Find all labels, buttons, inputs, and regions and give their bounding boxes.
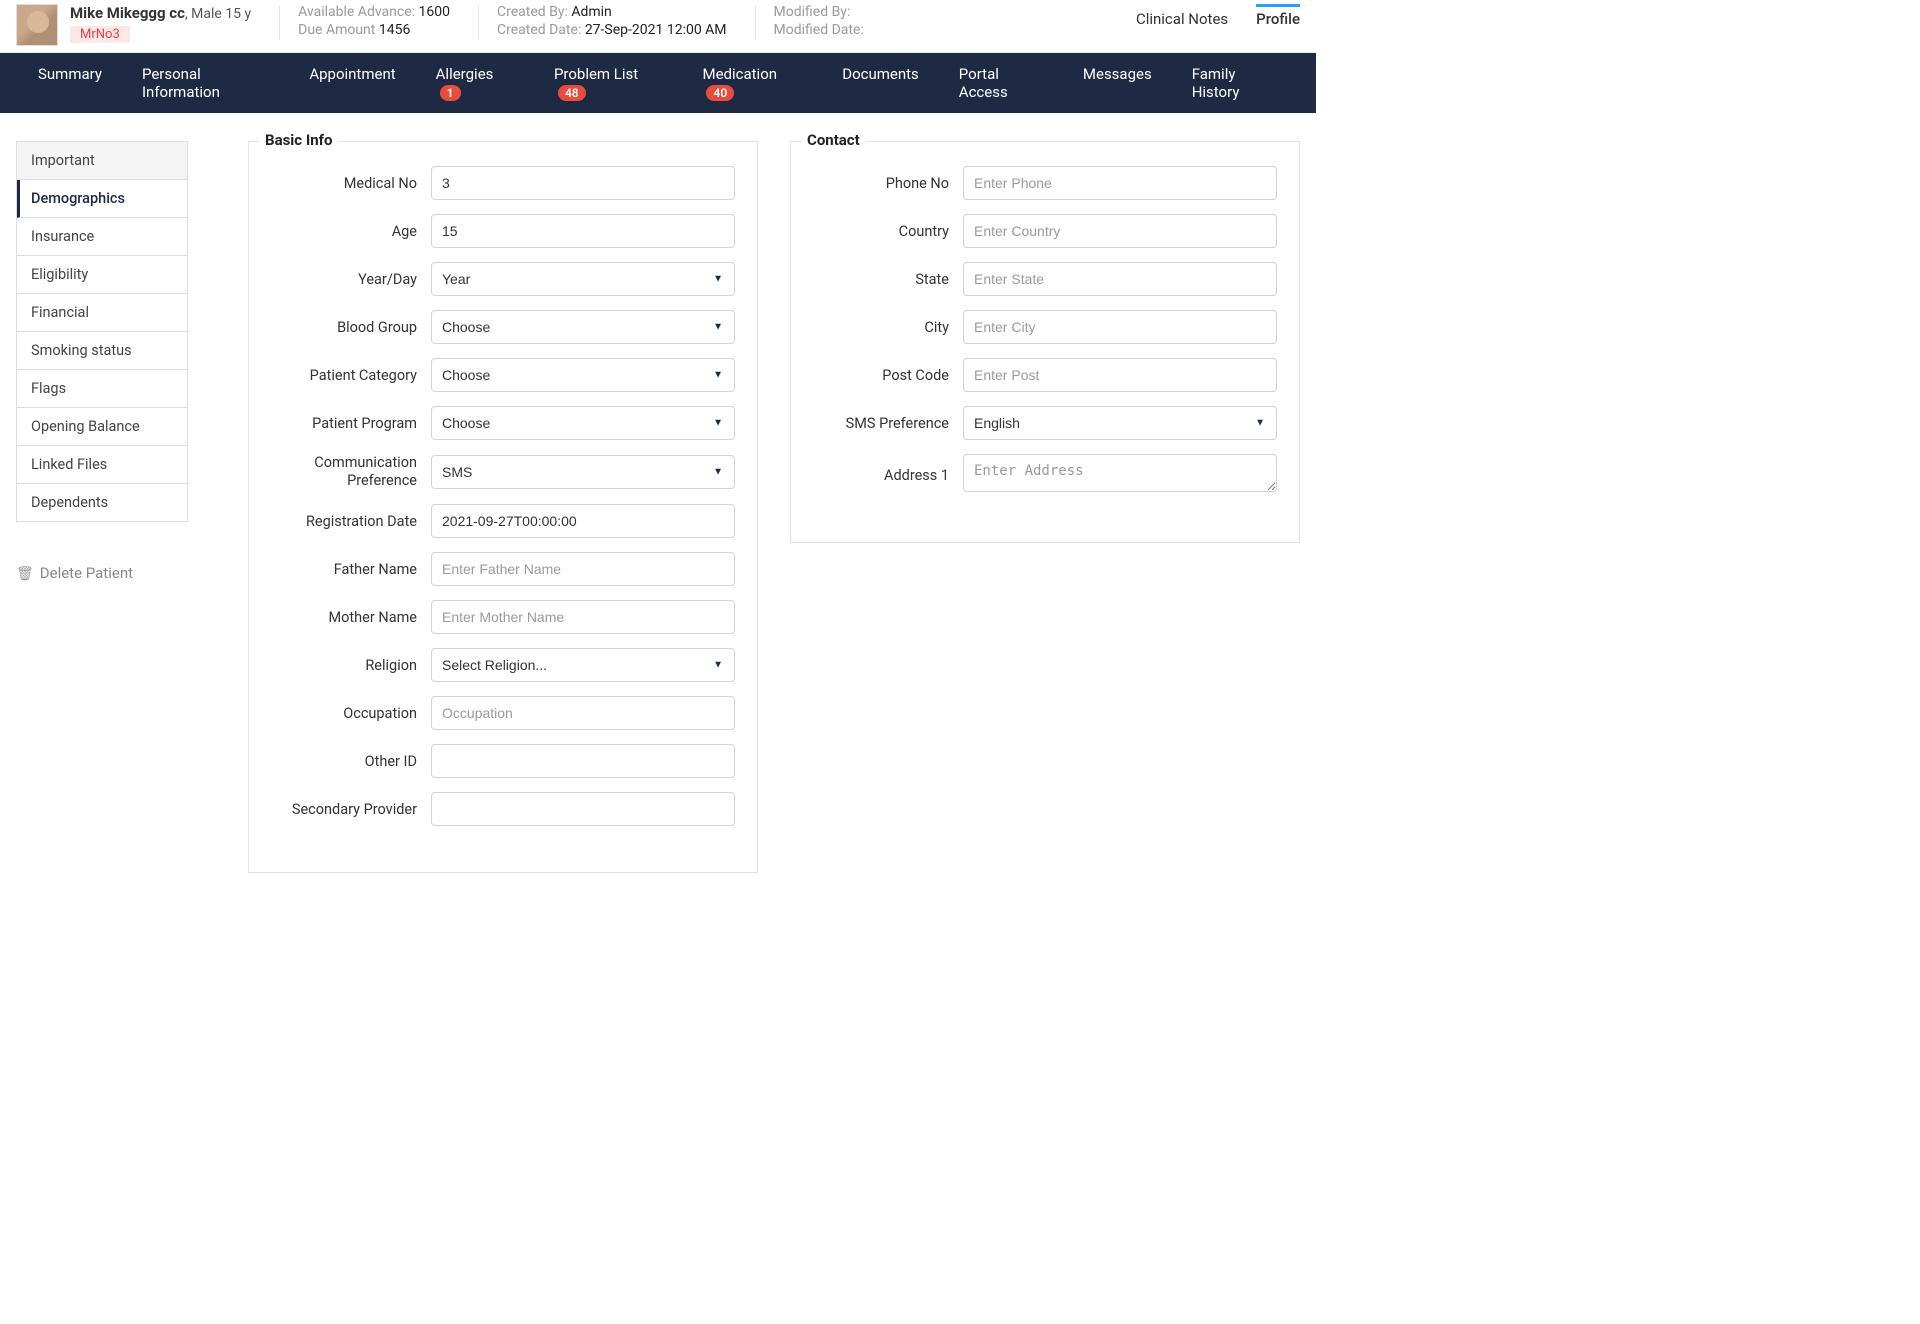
father-name-label: Father Name [271, 561, 431, 578]
profile-link[interactable]: Profile [1256, 4, 1300, 28]
patient-category-label: Patient Category [271, 367, 431, 384]
sidebar-item-smoking-status[interactable]: Smoking status [17, 332, 187, 370]
age-label: Age [271, 223, 431, 240]
divider [755, 6, 756, 40]
sidebar-item-important[interactable]: Important [17, 142, 187, 180]
phone-input[interactable] [963, 166, 1277, 200]
city-input[interactable] [963, 310, 1277, 344]
city-label: City [813, 319, 963, 336]
divider [478, 6, 479, 40]
sidebar-list: Important Demographics Insurance Eligibi… [16, 141, 188, 522]
medical-no-label: Medical No [271, 175, 431, 192]
state-label: State [813, 271, 963, 288]
sidebar-item-linked-files[interactable]: Linked Files [17, 446, 187, 484]
post-code-label: Post Code [813, 367, 963, 384]
occupation-label: Occupation [271, 705, 431, 722]
tab-allergies[interactable]: Allergies 1 [416, 53, 534, 113]
delete-patient-label: Delete Patient [40, 564, 133, 582]
tab-summary[interactable]: Summary [18, 53, 122, 113]
occupation-input[interactable] [431, 696, 735, 730]
patient-meta: , Male 15 y [185, 6, 251, 22]
tab-allergies-label: Allergies [436, 65, 494, 83]
tab-family-history[interactable]: Family History [1172, 53, 1298, 113]
patient-header: Mike Mikeggg cc, Male 15 y MrNo3 Availab… [0, 0, 1316, 53]
reg-date-label: Registration Date [271, 513, 431, 530]
basic-info-panel: Basic Info Medical No Age Year/DayYear B… [248, 141, 758, 873]
content: Important Demographics Insurance Eligibi… [0, 113, 1316, 893]
patient-program-label: Patient Program [271, 415, 431, 432]
reg-date-input[interactable] [431, 504, 735, 538]
tab-appointment[interactable]: Appointment [289, 53, 415, 113]
available-advance-value: 1600 [419, 4, 450, 20]
basic-info-legend: Basic Info [259, 131, 338, 149]
other-id-label: Other ID [271, 753, 431, 770]
other-id-input[interactable] [431, 744, 735, 778]
sidebar: Important Demographics Insurance Eligibi… [16, 141, 188, 873]
address1-label: Address 1 [813, 467, 963, 484]
contact-panel: Contact Phone No Country State City Post… [790, 141, 1300, 873]
patient-program-select[interactable]: Choose [431, 406, 735, 440]
age-input[interactable] [431, 214, 735, 248]
sidebar-item-demographics[interactable]: Demographics [17, 180, 187, 218]
phone-label: Phone No [813, 175, 963, 192]
sidebar-item-flags[interactable]: Flags [17, 370, 187, 408]
sidebar-item-financial[interactable]: Financial [17, 294, 187, 332]
secondary-provider-label: Secondary Provider [271, 801, 431, 818]
year-day-label: Year/Day [271, 271, 431, 288]
divider [279, 6, 280, 40]
sidebar-item-dependents[interactable]: Dependents [17, 484, 187, 521]
tab-documents[interactable]: Documents [822, 53, 939, 113]
sidebar-item-eligibility[interactable]: Eligibility [17, 256, 187, 294]
created-by-value: Admin [571, 4, 611, 20]
comm-pref-label: Communication Preference [271, 454, 431, 490]
state-input[interactable] [963, 262, 1277, 296]
comm-pref-select[interactable]: SMS [431, 455, 735, 489]
trash-icon [16, 564, 34, 582]
tab-portal-access[interactable]: Portal Access [939, 53, 1063, 113]
blood-group-select[interactable]: Choose [431, 310, 735, 344]
allergies-badge: 1 [440, 85, 461, 101]
religion-select[interactable]: Select Religion... [431, 648, 735, 682]
sidebar-item-insurance[interactable]: Insurance [17, 218, 187, 256]
delete-patient-button[interactable]: Delete Patient [16, 564, 188, 582]
sidebar-item-opening-balance[interactable]: Opening Balance [17, 408, 187, 446]
tab-medication-label: Medication [702, 65, 777, 83]
post-code-input[interactable] [963, 358, 1277, 392]
patient-category-select[interactable]: Choose [431, 358, 735, 392]
tab-messages[interactable]: Messages [1063, 53, 1172, 113]
available-advance-label: Available Advance [298, 4, 411, 20]
country-label: Country [813, 223, 963, 240]
father-name-input[interactable] [431, 552, 735, 586]
secondary-provider-input[interactable] [431, 792, 735, 826]
sms-pref-label: SMS Preference [813, 415, 963, 432]
year-day-select[interactable]: Year [431, 262, 735, 296]
clinical-notes-link[interactable]: Clinical Notes [1136, 10, 1228, 28]
medication-badge: 40 [706, 85, 734, 101]
mother-name-label: Mother Name [271, 609, 431, 626]
modified-by-label: Modified By [774, 4, 847, 20]
main-nav: Summary Personal Information Appointment… [0, 53, 1316, 113]
tab-personal-information[interactable]: Personal Information [122, 53, 289, 113]
address1-input[interactable] [963, 454, 1277, 492]
religion-label: Religion [271, 657, 431, 674]
created-date-label: Created Date [497, 22, 578, 38]
country-input[interactable] [963, 214, 1277, 248]
problem-list-badge: 48 [558, 85, 586, 101]
created-date-value: 27-Sep-2021 12:00 AM [585, 22, 727, 38]
mother-name-input[interactable] [431, 600, 735, 634]
patient-name: Mike Mikeggg cc [70, 4, 185, 22]
tab-problem-list[interactable]: Problem List 48 [534, 53, 683, 113]
due-amount-label: Due Amount [298, 22, 375, 38]
blood-group-label: Blood Group [271, 319, 431, 336]
avatar [16, 4, 58, 46]
medical-no-input[interactable] [431, 166, 735, 200]
modified-date-label: Modified Date [774, 22, 861, 38]
tab-medication[interactable]: Medication 40 [682, 53, 822, 113]
tab-problem-list-label: Problem List [554, 65, 638, 83]
created-by-label: Created By [497, 4, 564, 20]
mrno-badge: MrNo3 [70, 26, 130, 43]
sms-pref-select[interactable]: English [963, 406, 1277, 440]
contact-legend: Contact [801, 131, 866, 149]
due-amount-value: 1456 [379, 22, 410, 38]
